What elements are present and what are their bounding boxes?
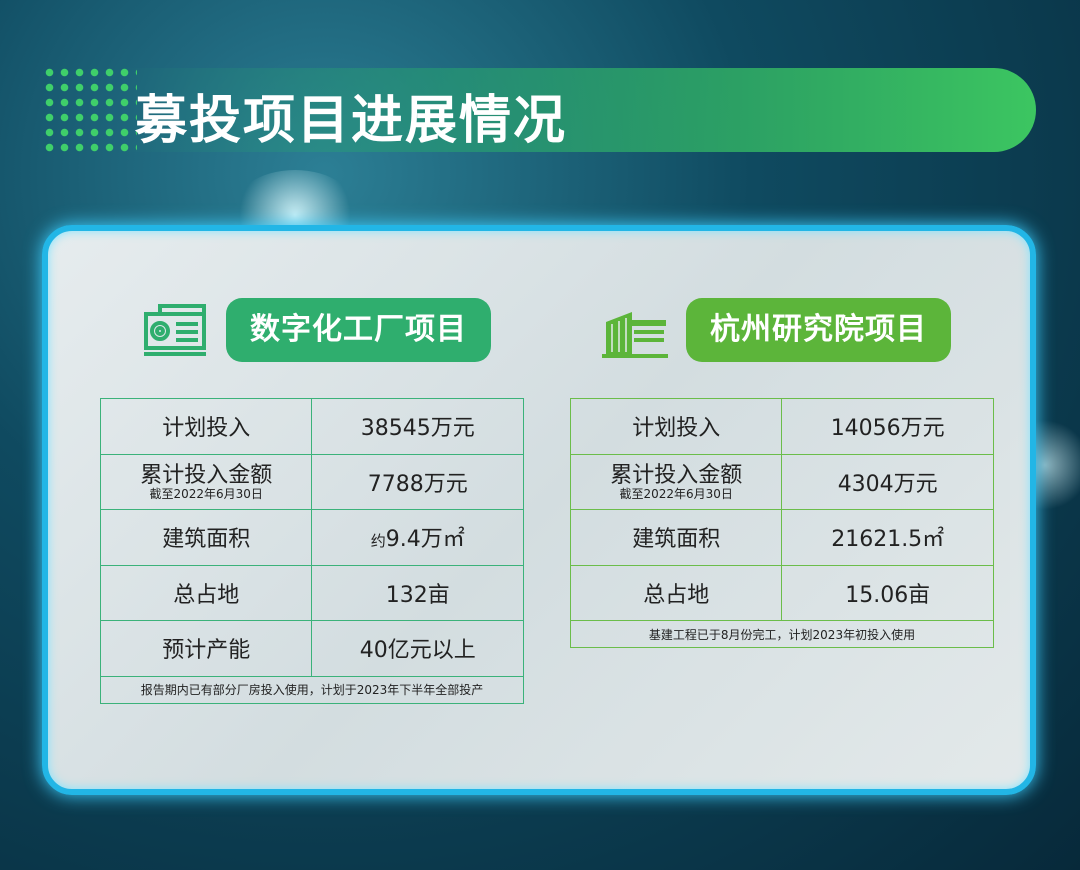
building-icon	[602, 312, 668, 358]
table-row: 总占地 15.06亩	[569, 564, 994, 621]
project-table-hangzhou-institute: 计划投入 14056万元 累计投入金额 截至2022年6月30日 4304万元 建筑面…	[569, 398, 994, 648]
table-row: 计划投入 38545万元	[99, 398, 524, 455]
row-value: 40亿元以上	[311, 620, 524, 677]
table-row: 累计投入金额 截至2022年6月30日 4304万元	[569, 453, 994, 510]
project-title: 数字化工厂项目	[226, 298, 491, 362]
row-label: 建筑面积	[569, 509, 783, 566]
table-note-row: 基建工程已于8月份完工，计划2023年初投入使用	[570, 620, 994, 648]
label-text: 累计投入金额	[140, 462, 273, 488]
project-table-digital-factory: 计划投入 38545万元 累计投入金额 截至2022年6月30日 7788万元 建筑面…	[99, 398, 524, 704]
value-prefix: 约	[370, 532, 386, 551]
table-row: 计划投入 14056万元	[569, 398, 994, 455]
table-row: 累计投入金额 截至2022年6月30日 7788万元	[99, 453, 524, 510]
table-note: 报告期内已有部分厂房投入使用，计划于2023年下半年全部投产	[100, 675, 524, 704]
factory-monitor-icon	[144, 304, 206, 356]
value-text: 9.4万㎡	[385, 527, 465, 553]
label-subtext: 截至2022年6月30日	[619, 486, 733, 501]
title-banner	[120, 68, 1036, 152]
table-row: 总占地 132亩	[99, 564, 524, 621]
row-value: 14056万元	[781, 398, 994, 455]
row-label: 累计投入金额 截至2022年6月30日	[99, 453, 313, 510]
row-value: 7788万元	[311, 453, 524, 510]
row-label: 建筑面积	[99, 509, 313, 566]
row-label: 总占地	[99, 564, 313, 621]
project-title: 杭州研究院项目	[686, 298, 951, 362]
row-value: 15.06亩	[781, 564, 994, 621]
row-label: 累计投入金额 截至2022年6月30日	[569, 453, 783, 510]
label-text: 累计投入金额	[610, 462, 743, 488]
row-value: 132亩	[311, 564, 524, 621]
table-note: 基建工程已于8月份完工，计划2023年初投入使用	[570, 620, 994, 648]
table-row: 建筑面积 约9.4万㎡	[99, 509, 524, 566]
table-row: 预计产能 40亿元以上	[99, 620, 524, 677]
row-label: 计划投入	[569, 398, 783, 455]
row-value: 约9.4万㎡	[311, 509, 524, 566]
project-header-digital-factory: 数字化工厂项目	[142, 298, 491, 362]
row-value: 4304万元	[781, 453, 994, 510]
table-row: 建筑面积 21621.5㎡	[569, 509, 994, 566]
label-subtext: 截至2022年6月30日	[149, 486, 263, 501]
row-value: 38545万元	[311, 398, 524, 455]
page-title: 募投项目进展情况	[135, 91, 568, 151]
row-value: 21621.5㎡	[781, 509, 994, 566]
table-note-row: 报告期内已有部分厂房投入使用，计划于2023年下半年全部投产	[100, 675, 524, 704]
row-label: 预计产能	[99, 620, 313, 677]
project-header-hangzhou-institute: 杭州研究院项目	[602, 298, 951, 362]
row-label: 总占地	[569, 564, 783, 621]
row-label: 计划投入	[99, 398, 313, 455]
